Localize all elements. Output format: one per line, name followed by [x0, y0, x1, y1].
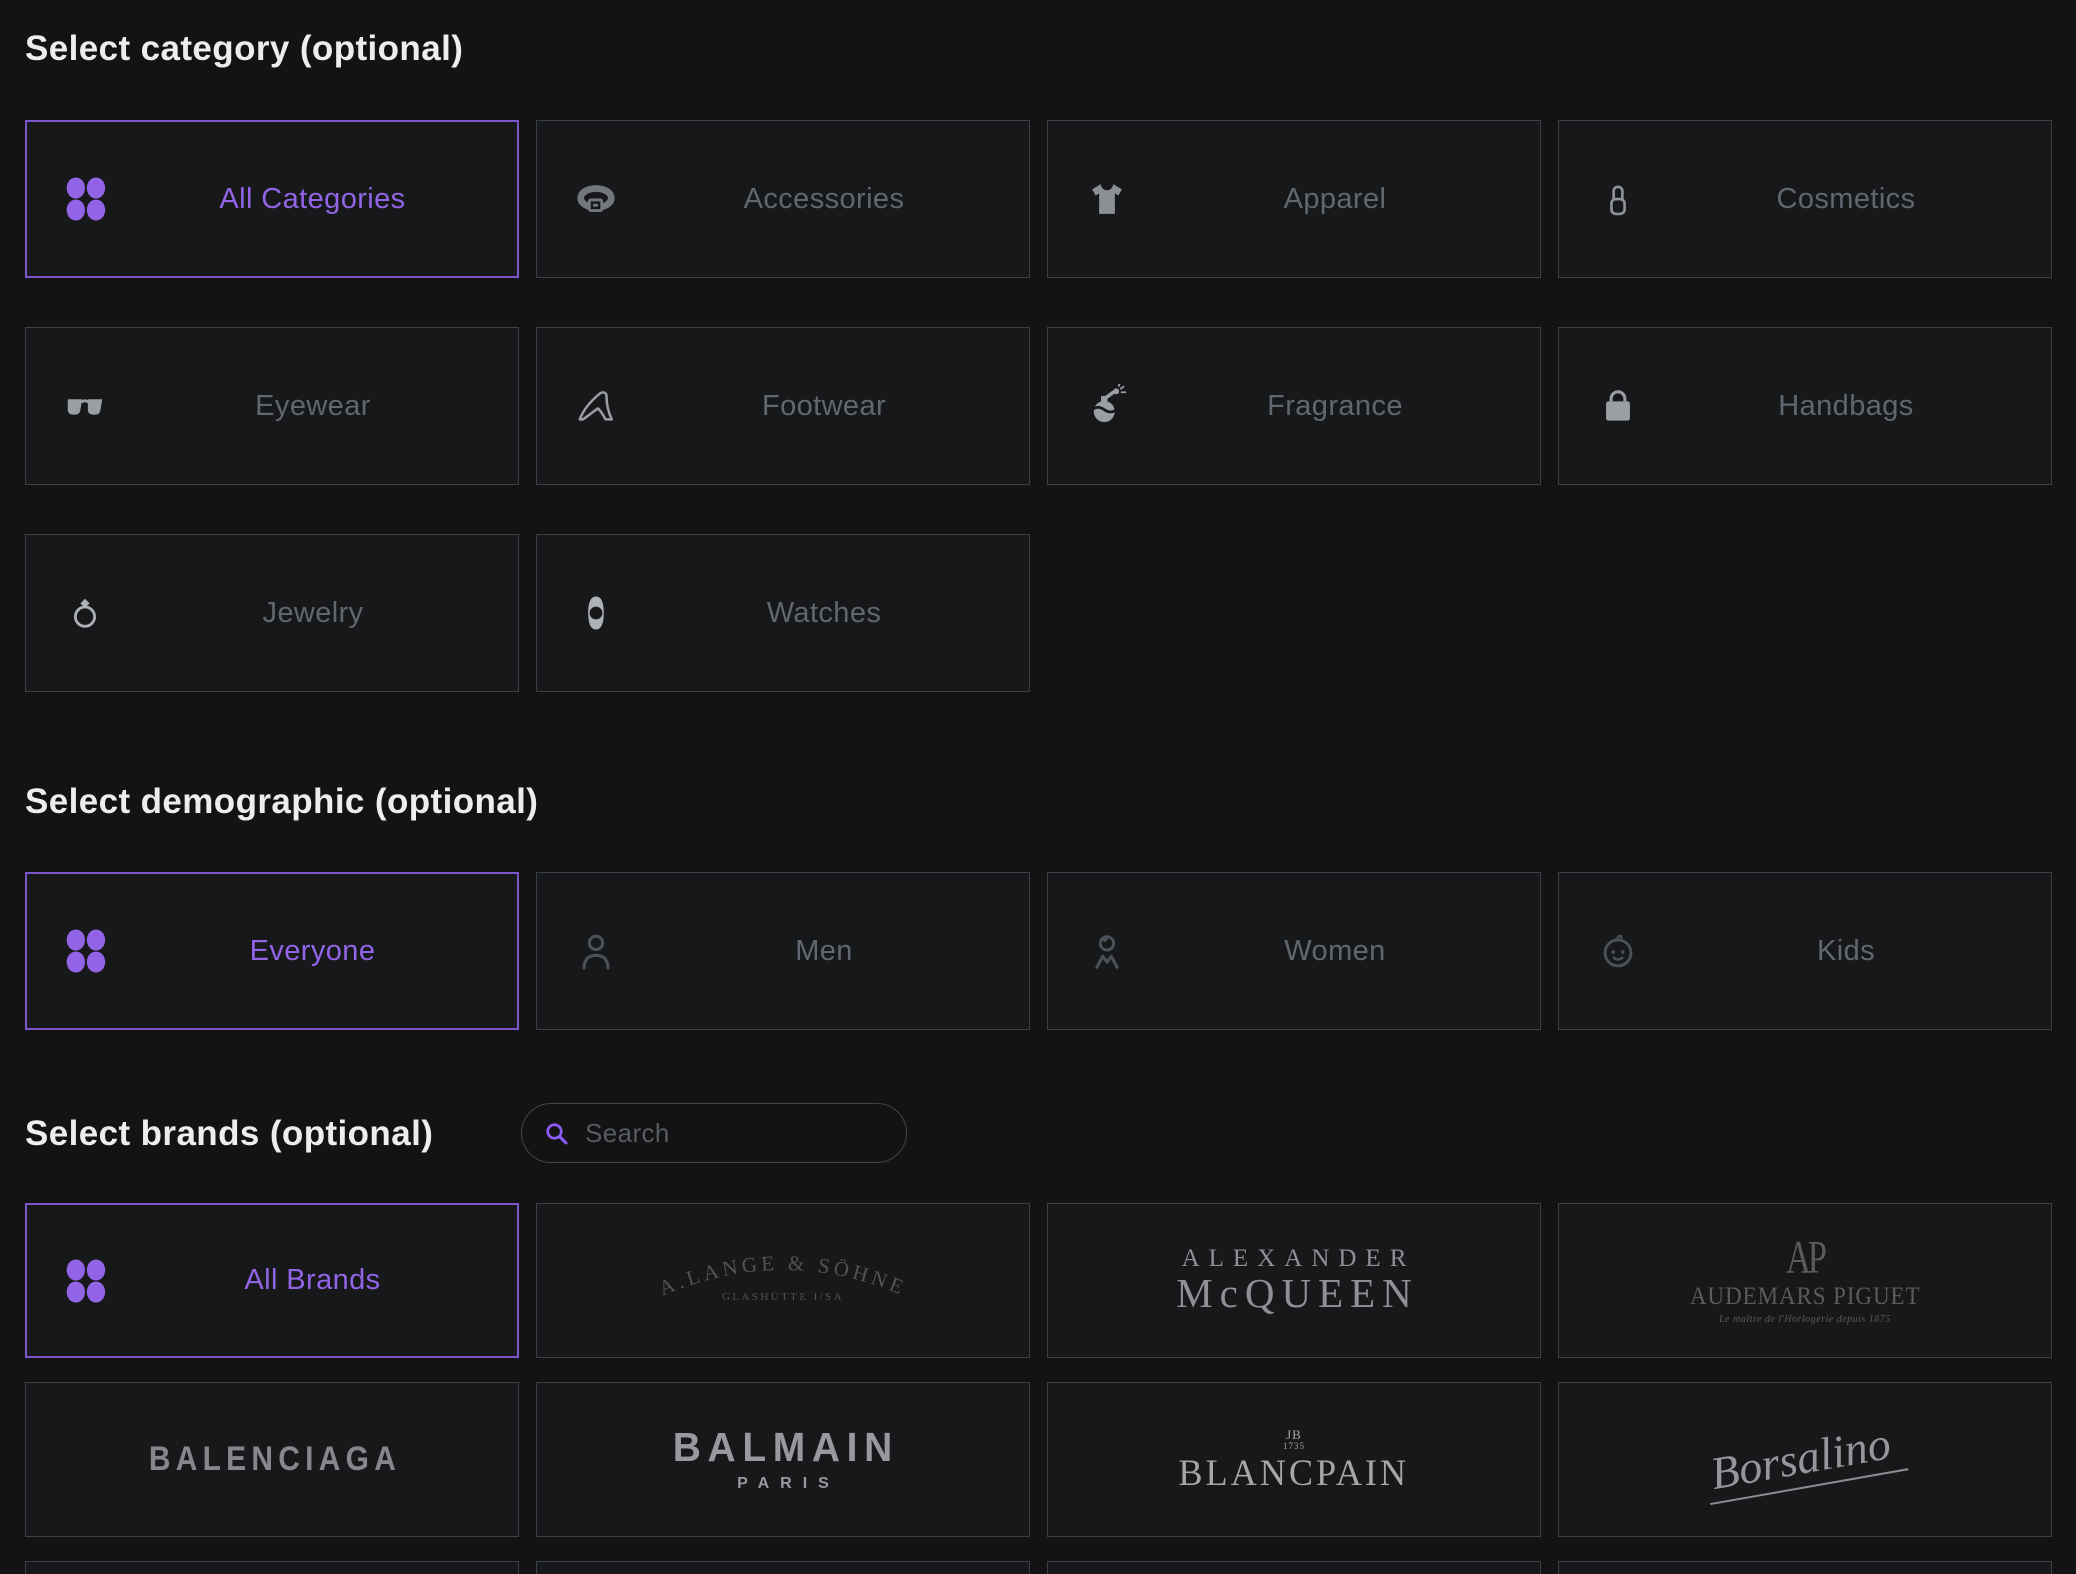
category-label: Eyewear	[255, 389, 371, 422]
brand-grid: All Brands A.LANGE & SÖHNE GLASHÜTTE I/S…	[25, 1203, 2052, 1574]
category-label: Jewelry	[262, 596, 364, 629]
category-card-eyewear[interactable]: Eyewear	[25, 327, 519, 485]
brand-card-partial[interactable]	[25, 1561, 519, 1574]
grid-dots-icon	[62, 1258, 108, 1304]
category-card-all-categories[interactable]: All Categories	[25, 120, 519, 278]
category-label: Accessories	[743, 182, 905, 215]
category-label: Handbags	[1778, 389, 1914, 422]
lipstick-icon	[1595, 176, 1641, 222]
brand-card-alexander-mcqueen[interactable]: ALEXANDER McQUEEN	[1047, 1203, 1541, 1358]
demographic-grid: Everyone Men Women	[25, 872, 2052, 1030]
alexander-mcqueen-logo: ALEXANDER McQUEEN	[1176, 1244, 1419, 1317]
balmain-logo: BALMAIN PARIS	[673, 1424, 900, 1492]
demographic-card-everyone[interactable]: Everyone	[25, 872, 519, 1030]
category-label: All Categories	[219, 182, 406, 215]
grid-dots-icon	[62, 928, 108, 974]
demographic-section-title: Select demographic (optional)	[25, 782, 539, 821]
borsalino-logo: Borsalino	[1700, 1413, 1910, 1506]
category-card-cosmetics[interactable]: Cosmetics	[1558, 120, 2052, 278]
ring-icon	[62, 590, 108, 636]
brand-card-partial[interactable]	[1558, 1561, 2052, 1574]
demographic-label: Men	[795, 934, 853, 967]
handbag-icon	[1595, 383, 1641, 429]
perfume-icon	[1084, 383, 1130, 429]
category-card-accessories[interactable]: Accessories	[536, 120, 1030, 278]
tshirt-icon	[1084, 176, 1130, 222]
category-card-footwear[interactable]: Footwear	[536, 327, 1030, 485]
category-card-apparel[interactable]: Apparel	[1047, 120, 1541, 278]
balenciaga-logo: BALENCIAGA	[148, 1440, 401, 1478]
category-card-watches[interactable]: Watches	[536, 534, 1030, 692]
man-icon	[573, 928, 619, 974]
watch-icon	[573, 590, 619, 636]
blancpain-logo: JB 1735 BLANCPAIN	[1178, 1426, 1410, 1494]
high-heel-icon	[573, 383, 619, 429]
category-label: Watches	[766, 596, 882, 629]
brand-card-audemars-piguet[interactable]: AP AUDEMARS PIGUET Le maître de l'Horlog…	[1558, 1203, 2052, 1358]
brand-search-input[interactable]	[585, 1117, 885, 1149]
category-label: Apparel	[1283, 182, 1387, 215]
category-card-handbags[interactable]: Handbags	[1558, 327, 2052, 485]
demographic-card-women[interactable]: Women	[1047, 872, 1541, 1030]
demographic-label: Women	[1284, 934, 1386, 967]
category-grid: All Categories Accessories Apparel	[25, 120, 2052, 692]
demographic-label: Everyone	[249, 934, 376, 967]
brand-card-blancpain[interactable]: JB 1735 BLANCPAIN	[1047, 1382, 1541, 1537]
search-icon	[543, 1120, 570, 1147]
brand-card-partial[interactable]	[1047, 1561, 1541, 1574]
category-label: Cosmetics	[1776, 182, 1916, 215]
category-card-fragrance[interactable]: Fragrance	[1047, 327, 1541, 485]
category-card-jewelry[interactable]: Jewelry	[25, 534, 519, 692]
brands-section-title: Select brands (optional)	[25, 1113, 434, 1153]
brands-header: Select brands (optional)	[25, 1103, 2052, 1163]
category-label: Footwear	[761, 389, 887, 422]
brand-card-a-lange-sohne[interactable]: A.LANGE & SÖHNE GLASHÜTTE I/SA	[536, 1203, 1030, 1358]
category-section-title: Select category (optional)	[25, 29, 464, 68]
woman-icon	[1084, 928, 1130, 974]
demographic-card-kids[interactable]: Kids	[1558, 872, 2052, 1030]
brand-card-all-brands[interactable]: All Brands	[25, 1203, 519, 1358]
belt-icon	[573, 176, 619, 222]
brand-label: All Brands	[244, 1264, 381, 1296]
brand-card-partial[interactable]	[536, 1561, 1030, 1574]
demographic-card-men[interactable]: Men	[536, 872, 1030, 1030]
a-lange-sohne-logo: A.LANGE & SÖHNE GLASHÜTTE I/SA	[633, 1236, 933, 1325]
audemars-piguet-logo: AP AUDEMARS PIGUET Le maître de l'Horlog…	[1689, 1232, 1921, 1325]
sunglasses-icon	[62, 383, 108, 429]
brand-search[interactable]	[521, 1103, 907, 1163]
brand-card-balmain[interactable]: BALMAIN PARIS	[536, 1382, 1030, 1537]
brand-card-borsalino[interactable]: Borsalino	[1558, 1382, 2052, 1537]
category-label: Fragrance	[1267, 389, 1403, 422]
demographic-label: Kids	[1816, 934, 1875, 967]
baby-icon	[1595, 928, 1641, 974]
grid-dots-icon	[62, 176, 108, 222]
brand-card-balenciaga[interactable]: BALENCIAGA	[25, 1382, 519, 1537]
svg-text:GLASHÜTTE I/SA: GLASHÜTTE I/SA	[722, 1291, 844, 1303]
